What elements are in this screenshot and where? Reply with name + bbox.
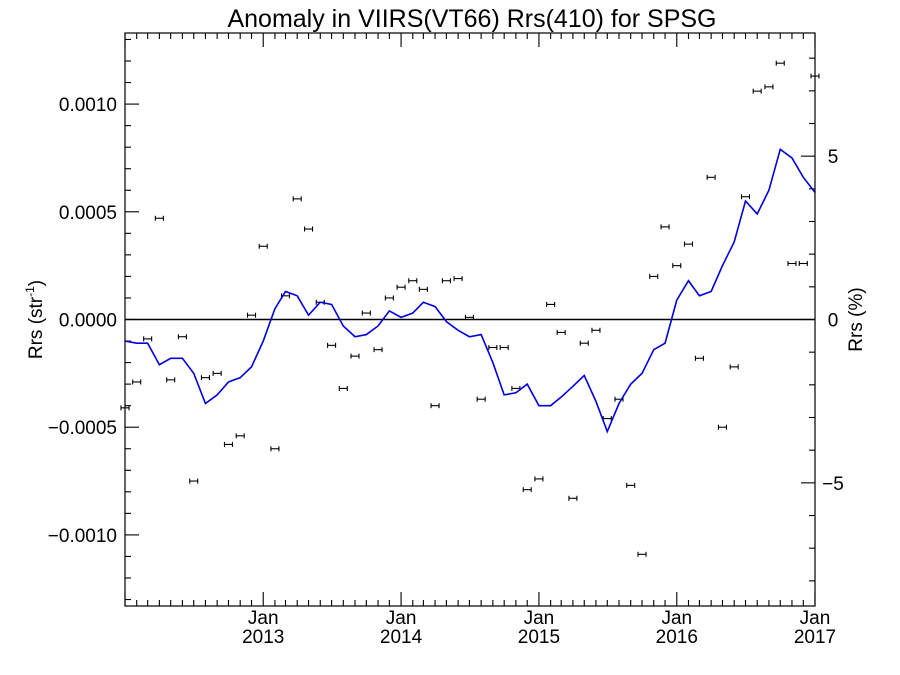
- data-point-errorbar: [143, 336, 153, 342]
- data-point-errorbar: [729, 364, 739, 370]
- data-point-errorbar: [303, 226, 314, 232]
- data-point-errorbar: [717, 424, 728, 430]
- data-point-errorbar: [270, 446, 280, 452]
- y-right-tick-label: 5: [828, 147, 839, 168]
- data-point-errorbar: [626, 482, 636, 488]
- data-point-errorbar: [338, 385, 348, 391]
- data-point-errorbar: [683, 241, 694, 247]
- y-axis-label-left-close: ): [26, 280, 47, 286]
- data-point-errorbar: [476, 396, 486, 402]
- x-tick-label-month: Jan: [524, 608, 555, 629]
- data-point-errorbar: [672, 263, 682, 269]
- data-point-errorbar: [453, 276, 463, 282]
- data-point-errorbar: [488, 345, 498, 351]
- running-mean-line: [124, 147, 816, 434]
- data-point-errorbar: [246, 312, 257, 318]
- data-point-errorbar: [418, 286, 428, 292]
- data-point-errorbar: [200, 375, 210, 381]
- plot-frame: [124, 32, 816, 607]
- data-point-errorbar: [350, 353, 360, 359]
- x-tick-label-year: 2017: [794, 627, 836, 648]
- data-point-errorbar: [556, 329, 566, 335]
- data-point-errorbar: [546, 301, 556, 307]
- data-point-errorbar: [177, 334, 187, 340]
- data-point-errorbar: [384, 295, 394, 301]
- data-point-errorbar: [568, 495, 578, 501]
- x-tick-label-year: 2013: [242, 627, 284, 648]
- data-point-errorbar: [212, 370, 222, 376]
- data-point-errorbar: [361, 310, 371, 316]
- data-point-errorbar: [464, 314, 474, 320]
- data-point-errorbar: [775, 60, 785, 66]
- data-point-errorbar: [602, 416, 612, 422]
- x-tick-label-month: Jan: [386, 608, 417, 629]
- data-point-errorbar: [649, 273, 659, 279]
- data-point-errorbar: [430, 403, 440, 409]
- data-point-errorbar: [235, 433, 245, 439]
- x-tick-label-month: Jan: [248, 608, 279, 629]
- data-point-errorbar: [154, 215, 164, 221]
- axis-ticks: Jan2013Jan2014Jan2015Jan2016Jan20170.001…: [48, 33, 844, 648]
- data-point-errorbar: [408, 278, 418, 284]
- data-point-errorbar: [798, 260, 808, 266]
- data-point-errorbar: [396, 284, 406, 290]
- y-right-tick-label: 0: [828, 311, 839, 332]
- series-layer: [120, 60, 820, 557]
- data-point-errorbar: [787, 260, 797, 266]
- y-left-tick-label: 0.0005: [59, 203, 117, 224]
- data-point-errorbar: [706, 174, 716, 180]
- data-point-errorbar: [660, 224, 670, 230]
- data-point-errorbar: [132, 379, 142, 385]
- data-point-errorbar: [534, 476, 544, 482]
- y-axis-label-left-superscript: -1: [23, 286, 37, 297]
- y-left-tick-label: −0.0010: [48, 526, 117, 547]
- data-point-errorbar: [441, 278, 451, 284]
- data-point-errorbar: [258, 243, 268, 249]
- y-left-tick-label: 0.0000: [59, 311, 117, 332]
- y-right-tick-label: −5: [822, 474, 844, 495]
- data-point-errorbar: [373, 347, 383, 353]
- data-point-errorbar: [637, 551, 647, 557]
- data-point-errorbar: [752, 88, 762, 94]
- data-point-errorbar: [740, 194, 751, 200]
- x-tick-label-year: 2016: [656, 627, 698, 648]
- data-point-errorbar: [166, 377, 176, 383]
- y-axis-label-right: Rrs (%): [846, 287, 867, 351]
- data-point-errorbar: [223, 441, 234, 447]
- y-left-tick-label: 0.0010: [59, 95, 117, 116]
- data-point-errorbar: [189, 478, 199, 484]
- data-point-errorbar: [694, 355, 704, 361]
- data-point-errorbar: [579, 340, 589, 346]
- x-tick-label-year: 2015: [518, 627, 560, 648]
- data-point-errorbar: [522, 487, 532, 493]
- y-axis-label-left: Rrs (str-1): [23, 280, 47, 359]
- x-tick-label-month: Jan: [800, 608, 831, 629]
- data-point-errorbar: [591, 327, 601, 333]
- chart-title: Anomaly in VIIRS(VT66) Rrs(410) for SPSG: [227, 5, 716, 33]
- data-point-errorbar: [499, 345, 509, 351]
- y-left-tick-label: −0.0005: [48, 418, 117, 439]
- x-tick-label-month: Jan: [661, 608, 692, 629]
- data-point-errorbar: [764, 84, 774, 90]
- y-axis-label-left-main: Rrs (str: [26, 296, 47, 359]
- data-point-errorbar: [327, 342, 337, 348]
- data-point-errorbar: [292, 196, 302, 202]
- x-tick-label-year: 2014: [380, 627, 423, 648]
